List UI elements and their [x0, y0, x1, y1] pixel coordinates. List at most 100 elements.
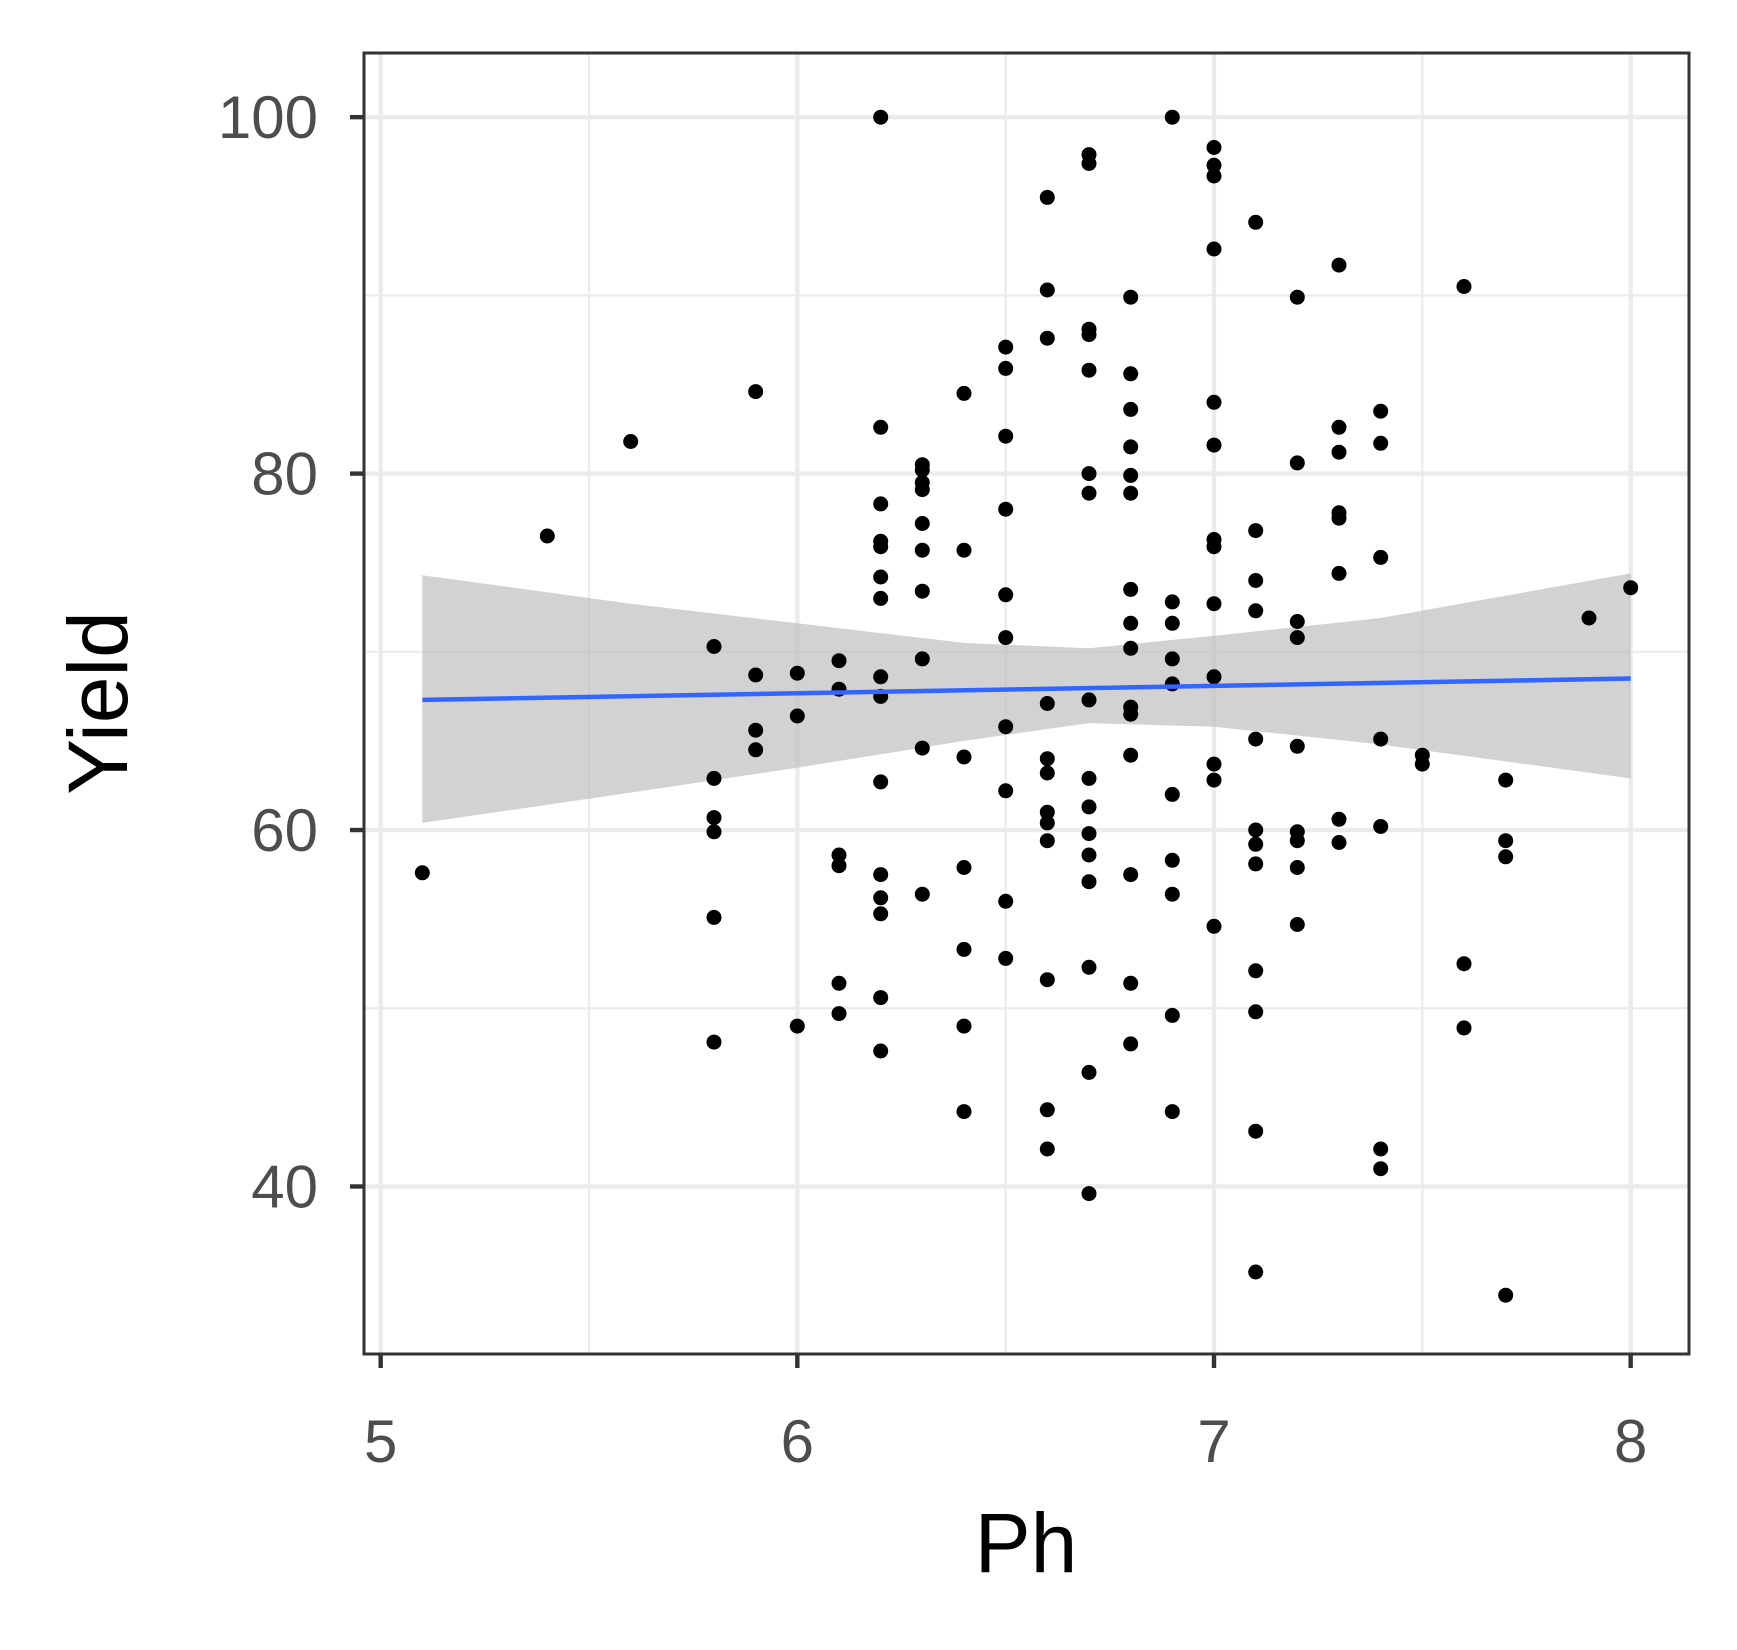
data-point	[1039, 972, 1055, 988]
data-point	[1164, 615, 1180, 631]
y-axis: 40 60 80 100	[218, 84, 364, 1220]
x-tick-label: 7	[1197, 1408, 1230, 1475]
data-point	[1039, 189, 1055, 205]
data-point	[748, 742, 764, 758]
data-point	[873, 906, 889, 922]
data-point	[998, 783, 1014, 799]
data-point	[748, 667, 764, 683]
data-point	[1331, 444, 1347, 460]
data-point	[789, 1018, 805, 1034]
data-point	[956, 385, 972, 401]
data-point	[914, 462, 930, 478]
data-point	[1248, 822, 1264, 838]
data-point	[1248, 523, 1264, 539]
data-point	[998, 950, 1014, 966]
x-tick-label: 6	[781, 1408, 814, 1475]
confidence-band-layer	[422, 573, 1631, 823]
data-point	[873, 774, 889, 790]
data-point	[1581, 610, 1597, 626]
data-point	[956, 1018, 972, 1034]
data-point	[1123, 747, 1139, 763]
data-point	[623, 434, 639, 449]
data-point	[1123, 366, 1139, 382]
data-point	[1123, 1036, 1139, 1052]
data-point	[873, 990, 889, 1006]
data-point	[1206, 756, 1222, 772]
data-point	[706, 1034, 722, 1050]
data-point	[956, 860, 972, 875]
data-point	[1123, 640, 1139, 656]
data-point	[1164, 852, 1180, 868]
data-point	[1248, 836, 1264, 852]
data-point	[1414, 756, 1430, 772]
data-point	[748, 722, 764, 738]
data-point	[1248, 856, 1264, 872]
data-point	[1206, 157, 1222, 173]
data-point	[706, 909, 722, 925]
data-point	[1331, 565, 1347, 581]
data-point	[1081, 959, 1097, 975]
data-point	[1206, 241, 1222, 257]
data-point	[1206, 772, 1222, 788]
data-point	[1456, 1020, 1472, 1036]
data-point	[1289, 738, 1305, 754]
data-point	[998, 630, 1014, 646]
data-point	[873, 867, 889, 883]
data-point	[1206, 596, 1222, 612]
data-point	[1123, 289, 1139, 305]
data-point	[1039, 696, 1055, 711]
data-point	[956, 749, 972, 765]
data-point	[706, 639, 722, 654]
data-point	[1206, 539, 1222, 555]
data-point	[831, 653, 847, 669]
data-point	[706, 810, 722, 826]
data-point	[1164, 676, 1180, 692]
data-point	[914, 886, 930, 902]
data-point	[831, 858, 847, 874]
data-point	[1164, 886, 1180, 902]
data-point	[873, 1043, 889, 1059]
data-point	[1248, 1004, 1264, 1020]
data-point	[1164, 651, 1180, 667]
data-point	[1206, 394, 1222, 410]
data-point	[1123, 706, 1139, 722]
data-point	[706, 824, 722, 840]
data-point	[1498, 1287, 1514, 1303]
data-point	[1123, 975, 1139, 991]
data-point	[1206, 437, 1222, 453]
data-point	[1373, 1161, 1389, 1177]
plot-panel-border	[362, 51, 1691, 1356]
data-point	[1123, 581, 1139, 597]
data-point	[1081, 826, 1097, 842]
data-point	[1164, 109, 1180, 125]
x-tick-label: 5	[364, 1408, 397, 1475]
data-point	[914, 651, 930, 667]
data-point	[1373, 731, 1389, 747]
data-point	[1289, 455, 1305, 471]
data-point	[1331, 811, 1347, 827]
y-tick-label: 100	[218, 84, 318, 151]
data-point	[914, 516, 930, 531]
data-point	[539, 528, 555, 544]
data-point	[1206, 669, 1222, 685]
data-point	[831, 1006, 847, 1022]
data-point	[1331, 419, 1347, 435]
data-point	[1248, 603, 1264, 619]
data-point	[1081, 156, 1097, 171]
data-point	[1039, 751, 1055, 767]
data-point	[1081, 362, 1097, 378]
data-point	[873, 890, 889, 906]
data-point	[1373, 435, 1389, 451]
data-point	[748, 384, 764, 400]
data-point	[1081, 799, 1097, 815]
x-tick-label: 8	[1614, 1408, 1647, 1475]
x-axis-title: Ph	[975, 1496, 1078, 1590]
y-tick-label: 80	[251, 441, 318, 508]
data-point	[914, 542, 930, 558]
data-point	[1081, 770, 1097, 786]
data-point	[1206, 140, 1222, 155]
data-point	[1081, 847, 1097, 863]
data-point	[1039, 804, 1055, 820]
data-point	[1373, 549, 1389, 565]
data-points	[414, 109, 1639, 1303]
